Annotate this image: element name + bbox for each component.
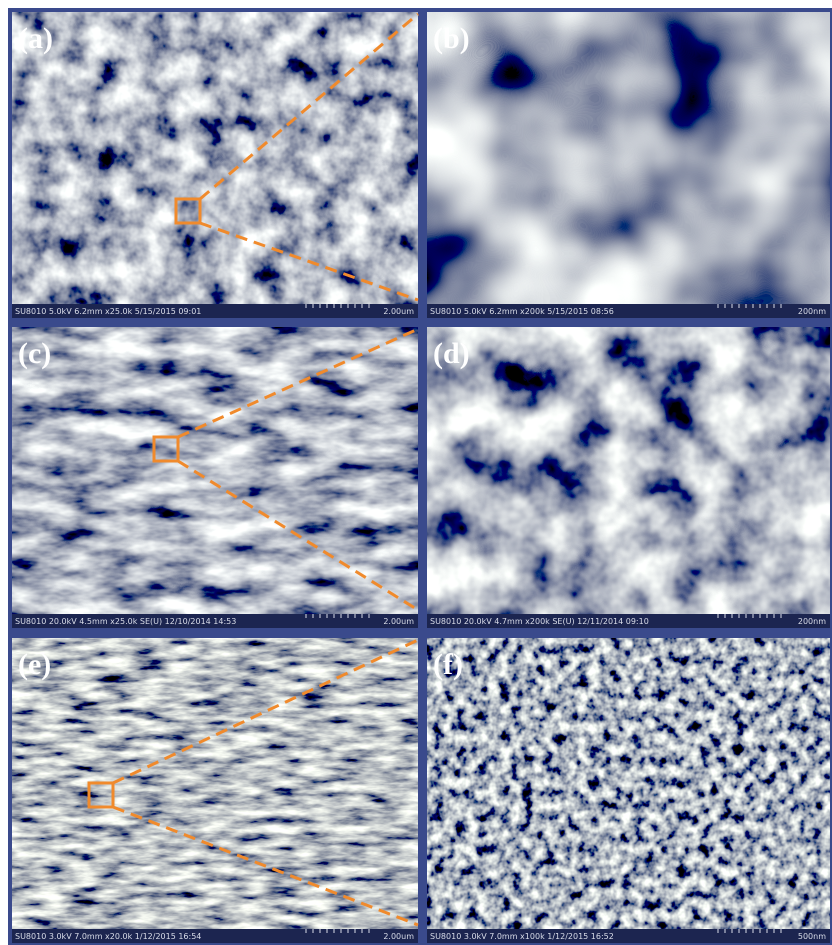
scale-text: 500nm bbox=[798, 932, 826, 941]
panel-label: (f) bbox=[433, 648, 463, 681]
sem-image bbox=[12, 12, 418, 318]
info-text: SU8010 3.0kV 7.0mm x20.0k 1/12/2015 16:5… bbox=[15, 932, 201, 941]
scale-text: 2.00um bbox=[383, 307, 414, 316]
info-text: SU8010 3.0kV 7.0mm x100k 1/12/2015 16:52 bbox=[430, 932, 614, 941]
sem-image bbox=[12, 638, 418, 943]
info-text: SU8010 20.0kV 4.7mm x200k SE(U) 12/11/20… bbox=[430, 617, 649, 626]
panel-label: (d) bbox=[433, 337, 470, 370]
sem-image bbox=[12, 327, 418, 628]
panel-label: (c) bbox=[18, 337, 51, 370]
info-text: SU8010 5.0kV 6.2mm x200k 5/15/2015 08:56 bbox=[430, 307, 614, 316]
panel-label: (a) bbox=[18, 22, 53, 55]
info-text: SU8010 20.0kV 4.5mm x25.0k SE(U) 12/10/2… bbox=[15, 617, 236, 626]
sem-image bbox=[427, 12, 830, 318]
panel-label: (e) bbox=[18, 648, 51, 681]
scale-text: 2.00um bbox=[383, 617, 414, 626]
scale-text: 200nm bbox=[798, 307, 826, 316]
sem-image bbox=[427, 327, 830, 628]
scale-text: 2.00um bbox=[383, 932, 414, 941]
figure: SU8010 5.0kV 6.2mm x25.0k 5/15/2015 09:0… bbox=[0, 0, 832, 945]
scale-text: 200nm bbox=[798, 617, 826, 626]
panel-label: (b) bbox=[433, 22, 470, 55]
info-text: SU8010 5.0kV 6.2mm x25.0k 5/15/2015 09:0… bbox=[15, 307, 201, 316]
sem-image bbox=[427, 638, 830, 943]
